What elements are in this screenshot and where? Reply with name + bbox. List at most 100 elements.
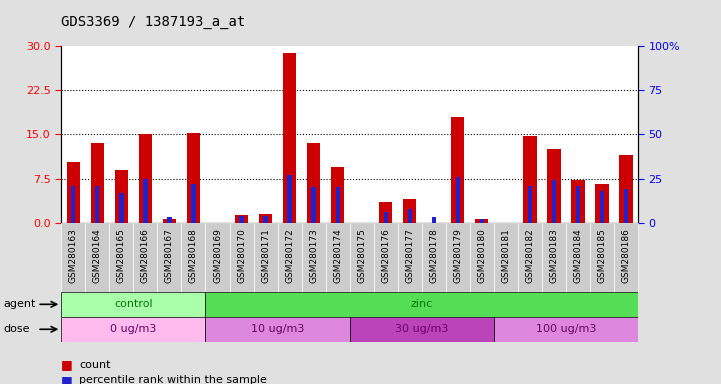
Bar <box>115 170 128 223</box>
Bar <box>119 193 123 223</box>
Bar <box>85 223 110 292</box>
Text: 30 ug/m3: 30 ug/m3 <box>395 324 448 334</box>
Text: ■: ■ <box>61 374 73 384</box>
Text: zinc: zinc <box>411 299 433 310</box>
Bar <box>311 187 316 223</box>
Bar <box>547 149 561 223</box>
Bar <box>71 185 76 223</box>
Bar <box>600 191 604 223</box>
Text: dose: dose <box>4 324 30 334</box>
Bar <box>403 199 417 223</box>
Bar <box>542 223 566 292</box>
Bar <box>572 180 585 223</box>
Bar <box>619 155 633 223</box>
Bar <box>422 223 446 292</box>
Bar <box>624 189 628 223</box>
Text: GSM280168: GSM280168 <box>189 228 198 283</box>
Bar <box>470 223 494 292</box>
Bar <box>614 223 638 292</box>
Bar <box>373 223 398 292</box>
Bar <box>191 184 195 223</box>
Bar <box>475 218 489 223</box>
Bar <box>205 317 350 342</box>
Text: GSM280163: GSM280163 <box>68 228 78 283</box>
Bar <box>326 223 350 292</box>
Bar <box>552 180 556 223</box>
Bar <box>259 214 273 223</box>
Text: count: count <box>79 360 111 370</box>
Bar <box>331 167 345 223</box>
Bar <box>590 223 614 292</box>
Bar <box>576 185 580 223</box>
Text: GSM280185: GSM280185 <box>598 228 606 283</box>
Bar <box>398 223 422 292</box>
Text: GSM280177: GSM280177 <box>405 228 415 283</box>
Text: percentile rank within the sample: percentile rank within the sample <box>79 375 267 384</box>
Bar <box>143 179 148 223</box>
Bar <box>61 223 85 292</box>
Bar <box>451 117 464 223</box>
Text: GSM280165: GSM280165 <box>117 228 126 283</box>
Text: GSM280181: GSM280181 <box>501 228 510 283</box>
Text: GSM280173: GSM280173 <box>309 228 318 283</box>
Text: GSM280170: GSM280170 <box>237 228 246 283</box>
Bar <box>187 132 200 223</box>
Text: GSM280182: GSM280182 <box>526 228 534 283</box>
Text: 100 ug/m3: 100 ug/m3 <box>536 324 596 334</box>
Bar <box>61 317 205 342</box>
Bar <box>139 134 152 223</box>
Bar <box>254 223 278 292</box>
Bar <box>205 292 638 317</box>
Bar <box>456 177 460 223</box>
Bar <box>167 217 172 223</box>
Bar <box>95 185 99 223</box>
Text: ■: ■ <box>61 358 73 371</box>
Text: GSM280169: GSM280169 <box>213 228 222 283</box>
Bar <box>494 317 638 342</box>
Text: 10 ug/m3: 10 ug/m3 <box>251 324 304 334</box>
Bar <box>91 143 104 223</box>
Text: GSM280186: GSM280186 <box>622 228 631 283</box>
Bar <box>335 187 340 223</box>
Bar <box>229 223 254 292</box>
Bar <box>479 219 484 223</box>
Bar <box>518 223 542 292</box>
Bar <box>283 53 296 223</box>
Bar <box>379 202 392 223</box>
Bar <box>307 143 320 223</box>
Bar <box>596 184 609 223</box>
Bar <box>263 216 267 223</box>
Text: agent: agent <box>4 299 36 310</box>
Bar <box>110 223 133 292</box>
Text: GSM280172: GSM280172 <box>285 228 294 283</box>
Bar <box>350 317 494 342</box>
Bar <box>278 223 301 292</box>
Bar <box>133 223 157 292</box>
Bar <box>407 209 412 223</box>
Text: GSM280179: GSM280179 <box>454 228 462 283</box>
Bar <box>384 212 388 223</box>
Bar <box>350 223 373 292</box>
Text: GSM280167: GSM280167 <box>165 228 174 283</box>
Bar <box>288 175 292 223</box>
Bar <box>205 223 229 292</box>
Bar <box>446 223 470 292</box>
Bar <box>432 217 436 223</box>
Text: GSM280184: GSM280184 <box>573 228 583 283</box>
Text: 0 ug/m3: 0 ug/m3 <box>110 324 156 334</box>
Bar <box>523 136 536 223</box>
Text: GSM280180: GSM280180 <box>477 228 487 283</box>
Text: GSM280178: GSM280178 <box>429 228 438 283</box>
Bar <box>61 292 205 317</box>
Bar <box>163 218 176 223</box>
Bar <box>528 185 532 223</box>
Text: GDS3369 / 1387193_a_at: GDS3369 / 1387193_a_at <box>61 15 246 29</box>
Bar <box>67 162 80 223</box>
Text: GSM280171: GSM280171 <box>261 228 270 283</box>
Text: GSM280183: GSM280183 <box>549 228 559 283</box>
Bar <box>239 216 244 223</box>
Text: GSM280166: GSM280166 <box>141 228 150 283</box>
Text: GSM280176: GSM280176 <box>381 228 390 283</box>
Bar <box>494 223 518 292</box>
Text: GSM280164: GSM280164 <box>93 228 102 283</box>
